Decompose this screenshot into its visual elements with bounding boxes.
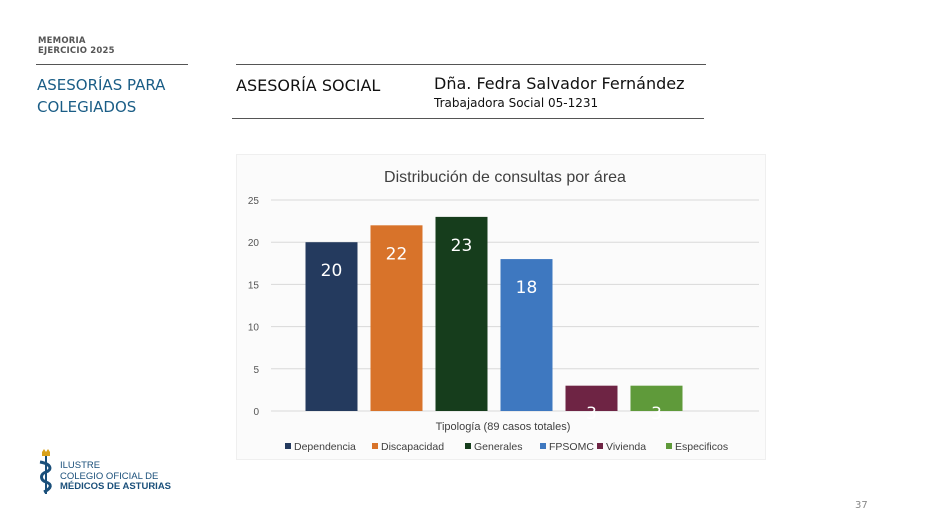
logo-text: ILUSTRE COLEGIO OFICIAL DE MÉDICOS DE AS… — [60, 460, 172, 493]
legend-entry: Discapacidad — [381, 441, 444, 453]
bar-especificos — [630, 385, 683, 411]
memoria-label: MEMORIA — [38, 36, 86, 46]
legend-swatch — [666, 443, 672, 449]
legend-entry: Dependencia — [294, 441, 356, 453]
legend-entry: FPSOMC — [549, 441, 594, 453]
organization-logo: ILUSTRE COLEGIO OFICIAL DE MÉDICOS DE AS… — [36, 448, 196, 496]
data-label: 20 — [321, 261, 343, 281]
section-title: ASESORÍAS PARA COLEGIADOS — [37, 74, 207, 118]
ejercicio-label: EJERCICIO 2025 — [38, 46, 115, 56]
bar-vivienda — [565, 385, 618, 411]
section-title-line1: ASESORÍAS PARA — [37, 76, 166, 94]
chart-bars — [305, 216, 683, 411]
bar-chart: Distribución de consultas por área 0 5 10 1… — [248, 169, 759, 453]
section-title-line2: COLEGIADOS — [37, 98, 137, 116]
data-label: 3 — [651, 404, 662, 424]
chart-legend: Dependencia Discapacidad Generales FPSOMC Vi… — [285, 441, 728, 453]
y-tick-label: 10 — [248, 323, 260, 334]
y-tick-label: 20 — [248, 238, 260, 249]
person-name: Dña. Fedra Salvador Fernández — [434, 74, 685, 93]
y-tick-label: 0 — [253, 407, 259, 418]
chart-container: Distribución de consultas por área 0 5 10 1… — [236, 154, 766, 460]
data-label: 23 — [451, 236, 473, 256]
legend-swatch — [285, 443, 291, 449]
legend-entry: Generales — [474, 441, 522, 453]
logo-line3: MÉDICOS DE ASTURIAS — [60, 481, 172, 492]
x-axis-label: Tipología (89 casos totales) — [436, 421, 571, 433]
chart-title: Distribución de consultas por área — [384, 169, 626, 186]
header-bottom-divider — [232, 118, 704, 119]
logo-line2: COLEGIO OFICIAL DE — [60, 470, 159, 482]
y-axis-ticks: 0 5 10 15 20 25 — [248, 196, 260, 418]
y-tick-label: 15 — [248, 280, 260, 291]
bar-dependencia — [305, 242, 358, 411]
legend-entry: Especificos — [675, 441, 728, 453]
legend-entry: Vivienda — [606, 441, 646, 453]
legend-swatch — [540, 443, 546, 449]
data-label: 18 — [516, 278, 538, 298]
bar-generales — [435, 216, 488, 411]
page-number: 37 — [855, 500, 868, 511]
bar-fpsomc — [500, 259, 553, 411]
logo-line1: ILUSTRE — [60, 460, 101, 471]
data-label: 22 — [386, 244, 408, 264]
legend-swatch — [465, 443, 471, 449]
bar-discapacidad — [370, 225, 423, 411]
data-label: 3 — [586, 404, 597, 424]
subject-title: ASESORÍA SOCIAL — [236, 76, 381, 95]
legend-swatch — [372, 443, 378, 449]
chart-data-labels: 20 22 23 18 3 3 — [321, 236, 662, 424]
header-top-divider — [236, 64, 706, 65]
caduceus-icon — [39, 449, 52, 494]
legend-swatch — [597, 443, 603, 449]
document-header-label: MEMORIA EJERCICIO 2025 — [38, 36, 115, 56]
person-role: Trabajadora Social 05-1231 — [434, 96, 599, 110]
y-tick-label: 25 — [248, 196, 260, 207]
left-divider — [36, 64, 188, 65]
y-tick-label: 5 — [253, 365, 259, 376]
